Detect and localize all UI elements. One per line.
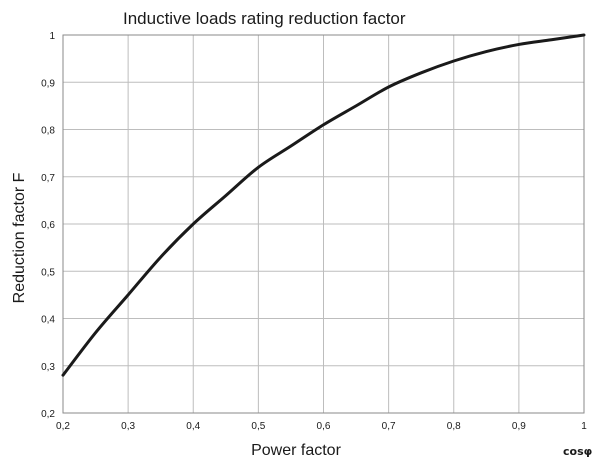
x-axis-cos-phi-label: cosφ [563, 445, 592, 458]
y-tick-label: 0,3 [41, 362, 55, 373]
y-tick-label: 0,5 [41, 267, 55, 278]
x-tick-label: 0,6 [317, 421, 331, 432]
x-axis-ticks: 0,2 0,3 0,4 0,5 0,6 0,7 0,8 0,9 1 [56, 421, 587, 432]
y-tick-label: 0,7 [41, 173, 55, 184]
x-tick-label: 0,8 [447, 421, 461, 432]
x-tick-label: 0,5 [251, 421, 265, 432]
x-tick-label: 0,7 [382, 421, 396, 432]
x-tick-label: 1 [581, 421, 587, 432]
x-tick-label: 0,4 [186, 421, 200, 432]
y-tick-label: 0,4 [41, 315, 55, 326]
x-tick-label: 0,2 [56, 421, 70, 432]
x-tick-label: 0,3 [121, 421, 135, 432]
y-tick-label: 0,6 [41, 220, 55, 231]
plot-frame [62, 34, 585, 414]
x-axis-label: Power factor [251, 442, 341, 459]
y-tick-label: 0,9 [41, 78, 55, 89]
y-tick-label: 1 [49, 31, 55, 42]
grid [62, 34, 585, 414]
y-axis-ticks: 0,2 0,3 0,4 0,5 0,6 0,7 0,8 0,9 1 [41, 31, 55, 420]
y-tick-label: 0,2 [41, 409, 55, 420]
y-tick-label: 0,8 [41, 126, 55, 137]
y-axis-label: Reduction factor F [11, 172, 28, 303]
chart-title: Inductive loads rating reduction factor [123, 9, 406, 28]
x-tick-label: 0,9 [512, 421, 526, 432]
reduction-factor-curve [61, 33, 586, 377]
